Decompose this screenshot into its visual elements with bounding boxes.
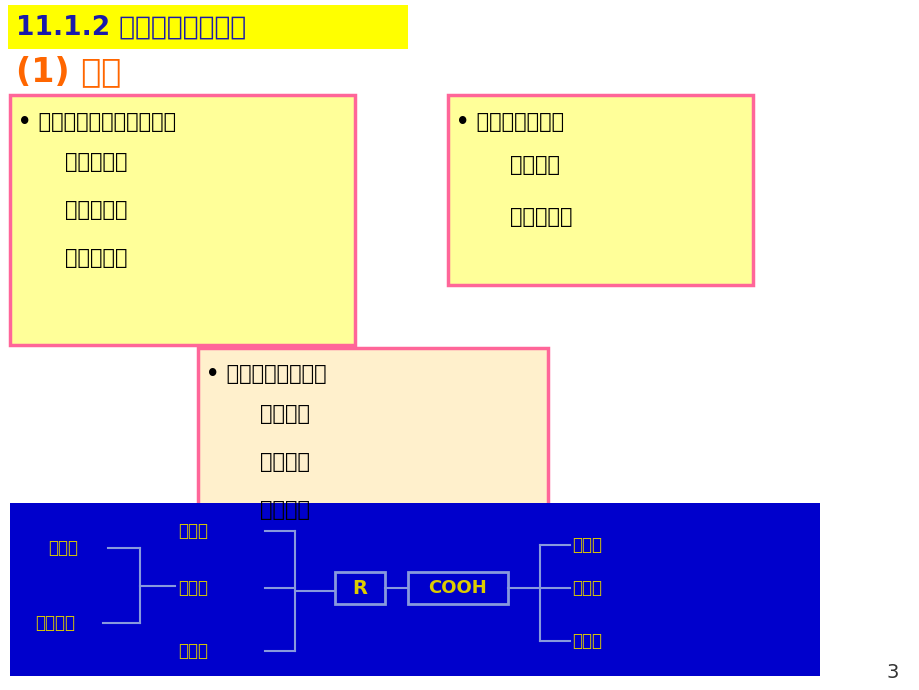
FancyBboxPatch shape <box>10 95 355 345</box>
Text: 11.1.2 羧酸的分类和命名: 11.1.2 羧酸的分类和命名 <box>16 15 246 41</box>
Text: (1) 分类: (1) 分类 <box>16 55 121 88</box>
Text: 芳香族羧酸: 芳香族羧酸 <box>65 248 128 268</box>
Text: • 按羧基所连接的烃基种类: • 按羧基所连接的烃基种类 <box>18 112 176 132</box>
Text: 3: 3 <box>886 664 898 682</box>
Text: 饱和羧酸: 饱和羧酸 <box>509 155 560 175</box>
Text: 二元酸: 二元酸 <box>572 579 601 597</box>
Text: 脂肪酸: 脂肪酸 <box>177 522 208 540</box>
Text: 不饱和酸: 不饱和酸 <box>35 614 75 632</box>
FancyBboxPatch shape <box>407 572 507 604</box>
Text: 脂肪族羧酸: 脂肪族羧酸 <box>65 152 128 172</box>
FancyBboxPatch shape <box>8 5 407 49</box>
Text: 脂环族羧酸: 脂环族羧酸 <box>65 200 128 220</box>
Text: COOH: COOH <box>428 579 487 597</box>
Text: 芳香酸: 芳香酸 <box>177 642 208 660</box>
Text: R: R <box>352 578 367 598</box>
FancyBboxPatch shape <box>335 572 384 604</box>
Text: 三元羧酸: 三元羧酸 <box>260 500 310 520</box>
FancyBboxPatch shape <box>448 95 752 285</box>
Text: 不饱和羧酸: 不饱和羧酸 <box>509 207 572 227</box>
Text: 多元酸: 多元酸 <box>572 632 601 650</box>
Text: • 按所含羧基的数目: • 按所含羧基的数目 <box>206 364 326 384</box>
FancyBboxPatch shape <box>10 503 819 676</box>
FancyBboxPatch shape <box>198 348 548 568</box>
Text: 一元羧酸: 一元羧酸 <box>260 404 310 424</box>
Text: 脂环酸: 脂环酸 <box>177 579 208 597</box>
Text: 饱和酸: 饱和酸 <box>48 539 78 557</box>
Text: 一元酸: 一元酸 <box>572 536 601 554</box>
Text: 二元羧酸: 二元羧酸 <box>260 452 310 472</box>
Text: • 按烃基是否饱和: • 按烃基是否饱和 <box>456 112 563 132</box>
